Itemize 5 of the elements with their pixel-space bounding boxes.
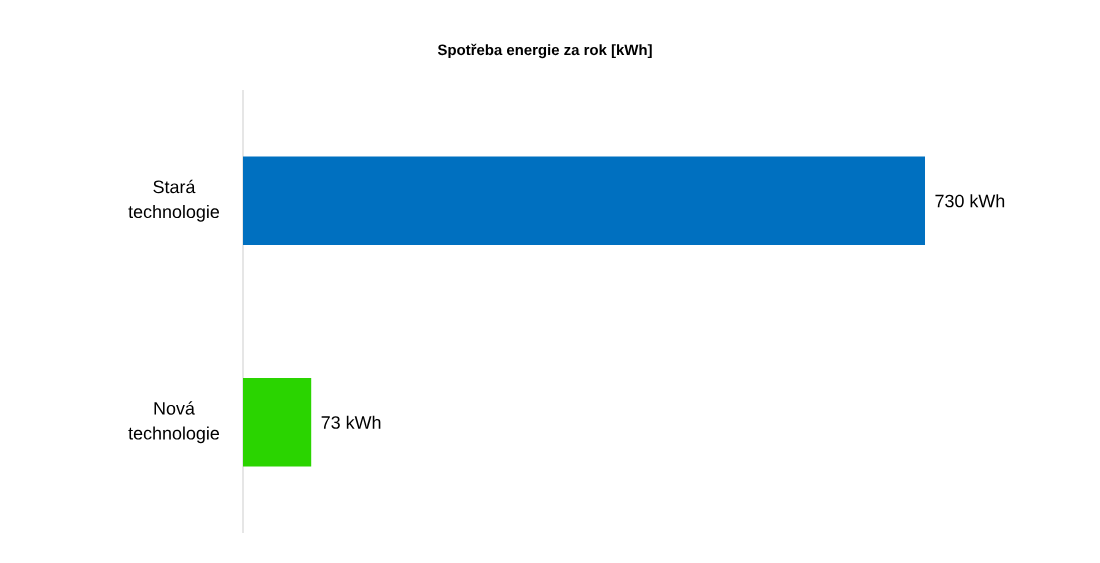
- data-label: 730 kWh: [935, 194, 1005, 208]
- chart-title: Spotřeba energie za rok [kWh]: [437, 43, 652, 59]
- y-tick-label: Nová technologie: [128, 401, 220, 444]
- data-label: 73 kWh: [321, 415, 381, 429]
- y-tick-label: Stará technologie: [128, 179, 220, 222]
